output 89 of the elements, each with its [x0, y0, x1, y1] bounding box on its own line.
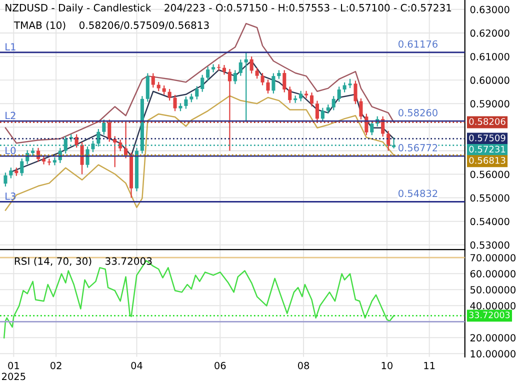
candlestick [108, 119, 112, 142]
y-tick-label: 0.53000 [470, 241, 510, 249]
ref-line-label: 33.72003 [469, 312, 510, 318]
y-tick-label: 70.00000 [470, 254, 516, 262]
candlestick [124, 122, 128, 159]
candlestick [200, 74, 204, 92]
candlestick [342, 82, 346, 93]
candlestick [260, 72, 264, 86]
candlestick [272, 72, 276, 94]
y-tick-label: 0.63000 [470, 6, 510, 14]
y-tick-label: 0.59000 [470, 100, 510, 108]
candlestick [216, 64, 221, 72]
candlestick [266, 79, 270, 94]
line-series [4, 95, 394, 211]
x-tick-label: 06 [214, 362, 226, 370]
candlestick [299, 90, 303, 102]
y-tick-label: 0.55000 [470, 194, 510, 202]
candlestick [282, 70, 286, 93]
ref-line-label: L0 [6, 146, 16, 154]
candlestick [118, 139, 122, 152]
candlestick [4, 172, 8, 188]
candlestick [20, 158, 24, 176]
x-tick-label: 01 2025 [2, 362, 26, 380]
ref-line-label: L1 [6, 43, 16, 50]
candlestick [228, 68, 232, 152]
candlestick [233, 70, 237, 85]
candlestick [102, 119, 106, 136]
y-tick-label: 0.54000 [470, 218, 510, 226]
candlestick [359, 98, 363, 120]
candlestick [162, 84, 166, 96]
candlestick [206, 66, 210, 82]
x-tick-label: 11 [424, 362, 435, 370]
candlestick [151, 72, 155, 88]
candlestick [354, 80, 358, 105]
y-tick-label: 20.00000 [470, 334, 516, 342]
candlestick [113, 136, 117, 168]
ref-line-label: 0.57231 [469, 146, 506, 153]
candlestick [9, 167, 13, 179]
candlestick [364, 113, 368, 136]
x-tick-label: 02 [50, 362, 62, 370]
text: TMAB (10) 0.58206/0.57509/0.56813 [14, 21, 209, 30]
candlestick [184, 96, 188, 110]
candlestick [304, 90, 308, 99]
candlestick [386, 130, 390, 152]
candlestick [168, 88, 172, 102]
line-series [4, 22, 394, 144]
candlestick [370, 120, 374, 136]
candlestick [244, 52, 248, 122]
candlestick [332, 96, 336, 111]
candlestick [288, 86, 292, 104]
x-tick-label: 08 [298, 362, 310, 370]
annotation: 0.54832 [398, 190, 438, 198]
candlestick [310, 92, 314, 107]
chart-title: NZDUSD - Daily - Candlestick 204/223 - O:0.57150 - H:0.57553 - L:0.57100 - C:0.57231 [6, 4, 452, 14]
y-tick-label: 60.00000 [470, 270, 516, 278]
y-tick-label: 0.62000 [470, 29, 510, 37]
annotation: 0.61176 [398, 40, 438, 48]
candlestick [255, 67, 259, 80]
candlestick [156, 81, 160, 92]
candlestick [47, 158, 51, 166]
candlestick [320, 107, 324, 122]
ref-line-label: 0.57509 [469, 134, 506, 142]
candlestick [222, 64, 226, 76]
candlestick [238, 59, 242, 76]
candlestick [173, 94, 177, 112]
candlestick [250, 56, 254, 74]
candlestick [195, 86, 199, 100]
y-tick-label: 0.56000 [470, 170, 510, 178]
y-tick-label: 10.00000 [470, 350, 516, 358]
y-tick-label: 50.00000 [470, 286, 516, 294]
text: RSI (14, 70, 30) 33.72003 [14, 257, 152, 266]
ref-line-label: L3 [6, 192, 16, 200]
ref-line-label: 0.58206 [469, 118, 506, 125]
candlestick [337, 86, 341, 102]
y-tick-label: 0.61000 [470, 52, 510, 60]
y-tick-label: 0.60000 [470, 76, 510, 84]
ref-line-label: 0.56813 [469, 156, 506, 164]
candlestick [348, 78, 352, 89]
candlestick [146, 72, 150, 102]
candlestick [74, 134, 78, 148]
x-tick-label: 04 [131, 362, 142, 370]
candlestick [86, 146, 90, 168]
x-tick-label: 10 [382, 362, 392, 370]
annotation: 0.58260 [398, 109, 438, 116]
y-tick-label: 40.00000 [470, 302, 516, 310]
candlestick [315, 100, 319, 123]
candlestick [212, 64, 216, 73]
ref-line-label: L2 [6, 112, 16, 120]
annotation: 0.56772 [398, 144, 438, 152]
